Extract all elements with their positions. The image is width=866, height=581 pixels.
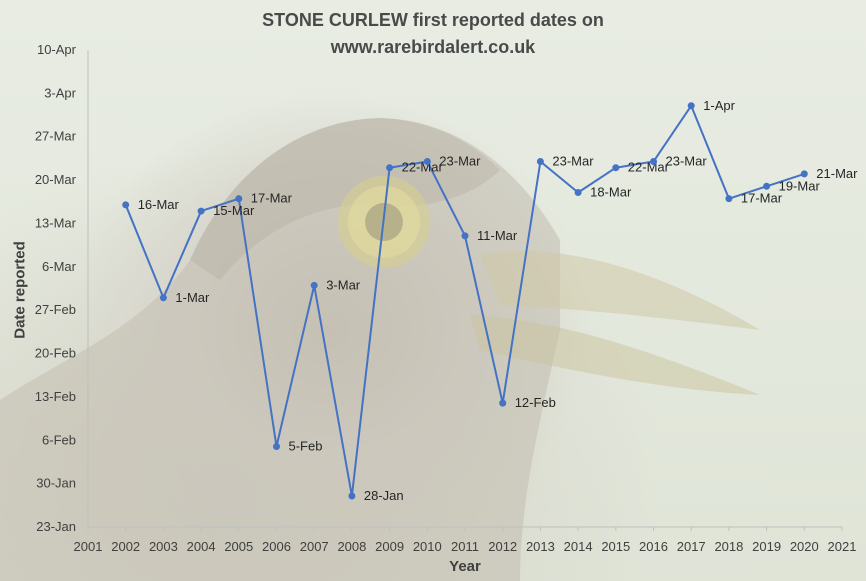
data-label: 17-Mar <box>251 191 293 206</box>
y-axis-title: Date reported <box>11 241 29 339</box>
data-point <box>574 188 582 196</box>
y-tick-labels: 23-Jan 30-Jan 6-Feb 13-Feb 20-Feb 27-Feb 6-Mar… <box>35 42 77 534</box>
data-point <box>612 164 620 172</box>
x-tick-label: 2020 <box>790 539 819 554</box>
x-tick-label: 2010 <box>413 539 442 554</box>
data-label: 23-Mar <box>552 154 594 169</box>
y-tick-label: 3-Apr <box>44 85 76 100</box>
chart-title-line1: STONE CURLEW first reported dates on <box>262 10 604 30</box>
data-point <box>235 195 243 203</box>
y-tick-label: 27-Feb <box>35 302 76 317</box>
data-label: 1-Apr <box>703 98 735 113</box>
data-series: 16-Mar1-Mar15-Mar17-Mar5-Feb3-Mar28-Jan2… <box>122 98 858 503</box>
y-tick-label: 6-Feb <box>42 432 76 447</box>
x-tick-label: 2019 <box>752 539 781 554</box>
data-point <box>310 281 318 289</box>
x-tick-label: 2004 <box>187 539 216 554</box>
x-tick-label: 2014 <box>564 539 593 554</box>
y-tick-label: 23-Jan <box>36 519 76 534</box>
data-label: 1-Mar <box>175 290 210 305</box>
x-tick-label: 2009 <box>375 539 404 554</box>
y-tick-label: 6-Mar <box>42 259 77 274</box>
data-label: 16-Mar <box>138 197 180 212</box>
y-tick-label: 13-Feb <box>35 389 76 404</box>
x-tick-labels: 2001 2002 2003 2004 2005 2006 2007 2008 2009 2010… <box>74 527 857 554</box>
y-tick-label: 13-Mar <box>35 215 77 230</box>
data-label: 18-Mar <box>590 184 632 199</box>
y-tick-label: 30-Jan <box>36 476 76 491</box>
x-tick-label: 2017 <box>677 539 706 554</box>
data-point <box>800 170 808 178</box>
x-tick-label: 2013 <box>526 539 555 554</box>
y-tick-label: 27-Mar <box>35 129 77 144</box>
x-tick-label: 2012 <box>488 539 517 554</box>
x-tick-label: 2002 <box>111 539 140 554</box>
data-label: 5-Feb <box>289 438 323 453</box>
data-point <box>763 182 771 190</box>
data-label: 17-Mar <box>741 191 783 206</box>
data-point <box>122 201 130 209</box>
data-label: 22-Mar <box>402 160 444 175</box>
data-label: 23-Mar <box>439 154 481 169</box>
x-tick-label: 2007 <box>300 539 329 554</box>
data-point <box>687 102 695 110</box>
data-label: 15-Mar <box>213 203 255 218</box>
x-tick-label: 2005 <box>224 539 253 554</box>
x-tick-label: 2016 <box>639 539 668 554</box>
data-point <box>273 442 280 450</box>
y-tick-label: 10-Apr <box>37 42 77 57</box>
data-label: 12-Feb <box>515 395 556 410</box>
x-tick-label: 2001 <box>74 539 103 554</box>
data-point <box>461 232 469 240</box>
x-tick-label: 2015 <box>601 539 630 554</box>
y-tick-label: 20-Feb <box>35 346 76 361</box>
data-label: 28-Jan <box>364 488 404 503</box>
x-tick-label: 2008 <box>337 539 366 554</box>
x-tick-label: 2021 <box>828 539 857 554</box>
data-label: 22-Mar <box>628 160 670 175</box>
data-label: 19-Mar <box>779 178 821 193</box>
x-tick-label: 2011 <box>451 539 479 554</box>
x-axis-title: Year <box>449 558 481 575</box>
data-point <box>197 207 205 215</box>
data-point <box>499 399 507 407</box>
data-label: 11-Mar <box>477 228 518 243</box>
data-label: 3-Mar <box>326 277 361 292</box>
data-point <box>423 158 431 166</box>
data-point <box>348 492 356 500</box>
x-tick-label: 2003 <box>149 539 178 554</box>
data-point <box>650 158 657 166</box>
data-point <box>536 158 544 166</box>
y-tick-label: 20-Mar <box>35 172 77 187</box>
data-point <box>159 294 167 302</box>
data-point <box>725 195 733 203</box>
x-tick-label: 2006 <box>262 539 291 554</box>
data-label: 21-Mar <box>816 166 858 181</box>
chart-title-line2: www.rarebirdalert.co.uk <box>330 37 536 57</box>
x-tick-label: 2018 <box>714 539 743 554</box>
data-point <box>386 164 394 172</box>
data-label: 23-Mar <box>666 154 708 169</box>
